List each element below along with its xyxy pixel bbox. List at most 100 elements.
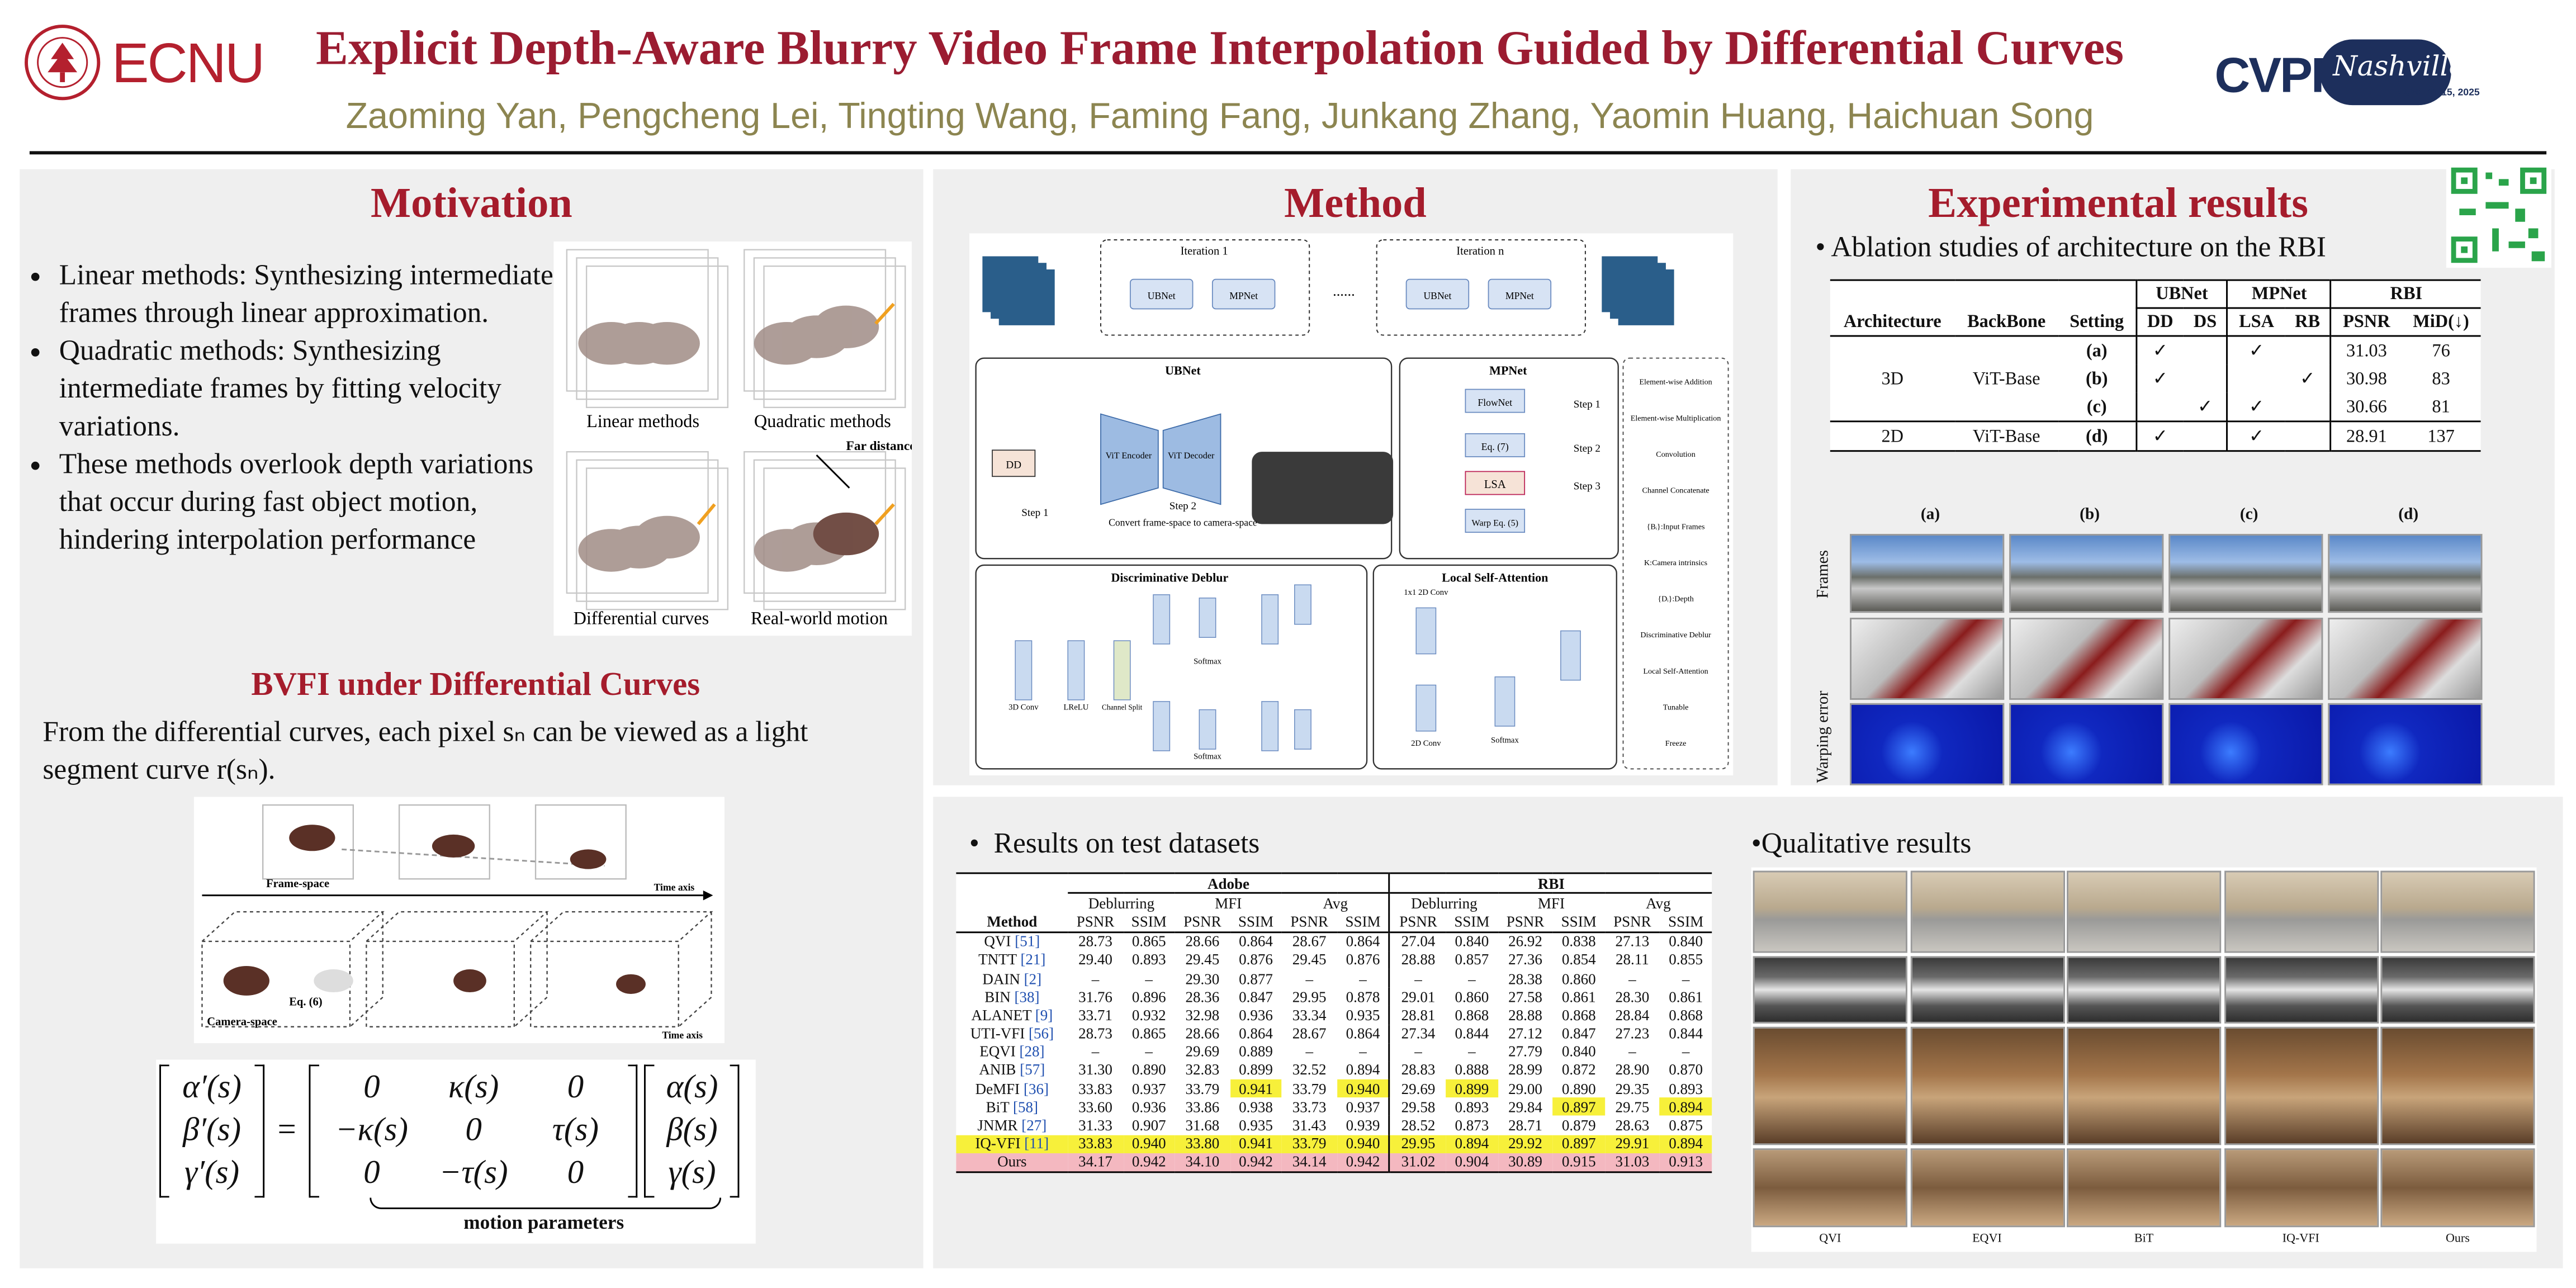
table-row: (b) ✓ ✓ 30.98 83 <box>1830 364 2481 393</box>
figure-caption: Linear methods <box>586 411 699 431</box>
table-cell: 28.73 <box>1078 933 1112 950</box>
table-cell: 30.89 <box>1508 1154 1542 1171</box>
equation-entry: 0 <box>363 1069 380 1106</box>
citation: [27] <box>1021 1117 1047 1134</box>
table-cell: 29.69 <box>1389 1079 1446 1098</box>
decoration <box>1153 594 1171 645</box>
equation-entry: 0 <box>567 1154 584 1191</box>
table-cell: ✓ <box>2197 397 2213 418</box>
table-cell: – <box>1468 1043 1476 1060</box>
brace-label: motion parameters <box>463 1210 624 1234</box>
decoration <box>1211 278 1276 310</box>
method-name: ANIB <box>979 1062 1016 1079</box>
figure-caption: EQVI <box>1972 1230 2002 1246</box>
table-cell: 28.66 <box>1185 1025 1220 1042</box>
diagram-label: Step 1 <box>1021 507 1048 519</box>
diagram-label: ViT Decoder <box>1168 451 1215 461</box>
diagram-label: Local Self-Attention <box>1643 667 1708 676</box>
table-cell: 31.76 <box>1078 988 1112 1005</box>
diagram-label: UBNet <box>1148 290 1176 301</box>
decoration <box>566 451 709 594</box>
bvfi-text: From the differential curves, each pixel… <box>42 714 808 785</box>
dataset-header: RBI <box>1389 873 1712 894</box>
group-header: UBNet <box>2135 280 2228 309</box>
table-cell <box>2285 422 2331 451</box>
decoration <box>25 25 101 101</box>
table-cell: 0.865 <box>1131 933 1166 950</box>
equation-entry: −κ(s) <box>335 1112 408 1149</box>
table-cell: – <box>1305 1043 1313 1060</box>
image-thumbnail <box>1753 870 1907 953</box>
university-emblem <box>25 25 101 101</box>
table-row: UTI-VFI [56] 28.73 0.865 28.66 0.864 28.67 0.8… <box>956 1024 1712 1043</box>
method-name: UTI-VFI <box>970 1025 1025 1042</box>
decoration <box>1067 640 1085 700</box>
table-cell: ✓ <box>2227 392 2285 422</box>
diagram-label: Element-wise Multiplication <box>1631 414 1721 423</box>
table-cell: 33.73 <box>1292 1098 1327 1115</box>
table-cell: 29.58 <box>1389 1097 1446 1116</box>
table-cell: 0.939 <box>1346 1117 1380 1134</box>
table-cell: 0.897 <box>1561 1135 1596 1152</box>
section-heading: BVFI under Differential Curves <box>251 667 700 703</box>
table-cell: 33.86 <box>1185 1098 1220 1115</box>
table-cell: 29.69 <box>1185 1043 1220 1060</box>
table-cell: 0.844 <box>1455 1025 1489 1042</box>
table-row: QVI [51] 28.73 0.865 28.66 0.864 28.67 0.864 27… <box>956 931 1712 951</box>
method-name: EQVI <box>979 1043 1016 1060</box>
decoration <box>1294 584 1311 625</box>
image-thumbnail <box>2066 1148 2222 1228</box>
table-row: Ours 34.17 0.942 34.10 0.942 34.14 0.942 31.02 0… <box>956 1153 1712 1172</box>
decoration <box>2485 172 2493 179</box>
table-cell: – <box>1305 970 1313 987</box>
table-cell: 0.894 <box>1660 1097 1712 1116</box>
figure-caption: Quadratic methods <box>754 411 891 431</box>
table-cell: 28.30 <box>1615 988 1650 1005</box>
table-cell: ✓ <box>2227 335 2285 365</box>
image-thumbnail <box>1850 617 2005 700</box>
decoration <box>2515 209 2525 222</box>
equation-entry: 0 <box>363 1154 380 1191</box>
table-cell: 28.81 <box>1389 1006 1446 1025</box>
equation-entry: α(s) <box>666 1069 718 1106</box>
diagram-label: {Dᵢ}:Depth <box>1658 595 1693 604</box>
metric-header: PSNR <box>1076 913 1115 930</box>
table-cell: 0.876 <box>1239 951 1273 968</box>
motivation-bullets: Linear methods: Synthesizing intermediat… <box>26 256 581 558</box>
figure-caption: IQ-VFI <box>2282 1230 2319 1246</box>
table-cell: 0.870 <box>1669 1062 1703 1079</box>
table-cell: 0.935 <box>1239 1117 1273 1134</box>
decoration <box>2461 177 2537 253</box>
table-row: BiT [58] 33.60 0.936 33.86 0.938 33.73 0.937 29… <box>956 1097 1712 1116</box>
table-cell: 27.79 <box>1508 1043 1542 1060</box>
image-thumbnail <box>2168 534 2323 613</box>
method-name: BIN <box>984 988 1011 1005</box>
column-header: Architecture <box>1843 312 1942 332</box>
image-thumbnail <box>1753 1026 1907 1145</box>
decoration <box>398 804 490 880</box>
decoration <box>453 969 486 993</box>
method-name: QVI <box>984 933 1011 950</box>
table-cell: 0.894 <box>1669 1135 1703 1152</box>
metric-header: PSNR <box>1183 913 1221 930</box>
metric-header: SSIM <box>1668 913 1704 930</box>
task-header: Avg <box>1323 894 1348 912</box>
metric-header: SSIM <box>1561 913 1597 930</box>
table-cell: (c) <box>2086 396 2107 416</box>
table-cell: 0.879 <box>1561 1117 1596 1134</box>
decoration <box>1261 701 1279 751</box>
image-thumbnail <box>1850 703 2005 785</box>
table-cell: – <box>1389 969 1446 988</box>
table-cell: 0.865 <box>1131 1025 1166 1042</box>
task-header: MFI <box>1537 894 1565 912</box>
underbrace <box>370 1197 722 1209</box>
table-cell: 30.66 <box>2330 392 2402 422</box>
column-header: Setting <box>2070 312 2124 332</box>
table-cell: 0.844 <box>1669 1025 1703 1042</box>
table-cell: 0.942 <box>1346 1154 1380 1171</box>
figure-caption: QVI <box>1819 1230 1841 1246</box>
table-row: TNTT [21] 29.40 0.893 29.45 0.876 29.45 0.876 2… <box>956 950 1712 969</box>
decoration <box>813 512 879 556</box>
image-thumbnail <box>2328 703 2483 785</box>
